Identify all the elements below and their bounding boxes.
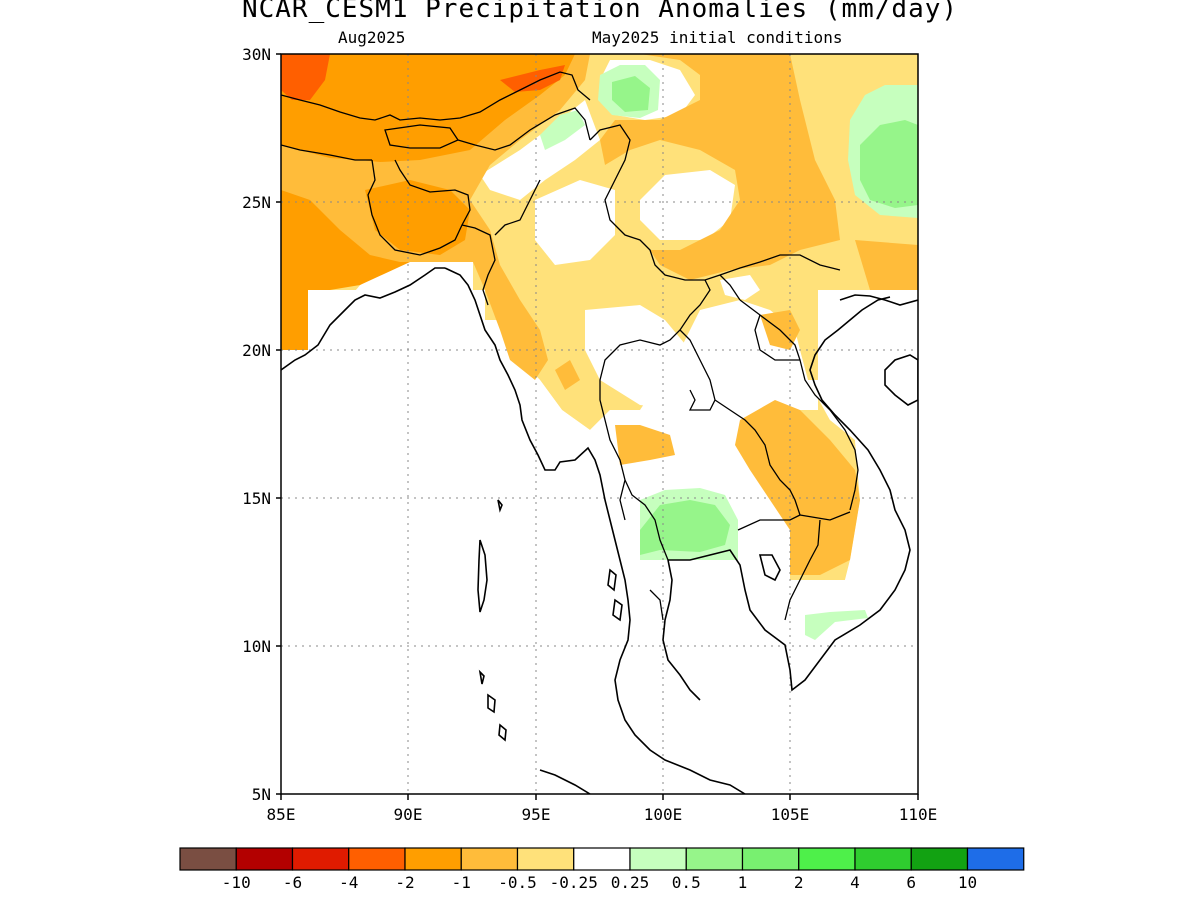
legend-swatch <box>798 847 856 871</box>
island-outline <box>498 723 507 742</box>
legend-label: 2 <box>794 873 804 892</box>
lon-tick-label: 110E <box>899 805 938 824</box>
anomaly-region-dark-orange <box>281 54 330 100</box>
legend-label: 0.5 <box>672 873 701 892</box>
coastline <box>668 296 911 692</box>
lat-tick-label: 20N <box>242 341 271 360</box>
anomaly-region-neutral <box>585 305 690 410</box>
lon-tick-label: 100E <box>644 805 683 824</box>
legend-label: 6 <box>906 873 916 892</box>
legend-swatch <box>966 847 1025 871</box>
island-outline <box>497 499 503 513</box>
country-borders <box>281 71 859 621</box>
anomaly-region-green <box>640 500 730 555</box>
legend-swatch <box>235 847 294 871</box>
anomaly-region-yellow-orange <box>615 425 675 465</box>
color-legend: -10 -6 -4 -2 -1 -0.5 -0.25 0.25 0.5 1 2 4 6 10 <box>179 847 1025 892</box>
island-outline <box>612 598 623 622</box>
coastline <box>281 267 445 371</box>
lon-tick-label: 90E <box>394 805 423 824</box>
coastline <box>662 559 701 701</box>
anomaly-shading <box>281 54 918 794</box>
lat-tick-label: 25N <box>242 193 271 212</box>
lon-tick-label: 85E <box>267 805 296 824</box>
anomaly-region-yellow-orange <box>735 400 860 575</box>
legend-label: 1 <box>738 873 748 892</box>
lon-tick-labels: 85E 90E 95E 100E 105E 110E <box>267 805 938 824</box>
anomaly-region-neutral <box>281 262 845 794</box>
lat-tick-label: 10N <box>242 637 271 656</box>
anomaly-region-dark-orange <box>500 65 565 92</box>
tick-marks <box>276 53 919 800</box>
anomaly-region-yellow-orange <box>600 54 840 280</box>
island-outline <box>607 568 617 592</box>
island-outline <box>478 669 485 685</box>
anomaly-region-yellow-orange <box>855 240 918 290</box>
anomaly-region-orange <box>281 190 410 350</box>
coastline <box>839 294 918 306</box>
legend-label: -1 <box>452 873 471 892</box>
legend-label: -6 <box>283 873 302 892</box>
subtitle-initial-conditions: May2025 initial conditions <box>592 28 843 47</box>
legend-swatch <box>910 847 969 871</box>
plot-frame <box>280 53 919 795</box>
lon-tick-label: 105E <box>771 805 810 824</box>
legend-swatch <box>573 847 631 871</box>
legend-swatch <box>629 847 687 871</box>
lat-tick-label: 30N <box>242 45 271 64</box>
anomaly-region-orange <box>365 180 470 255</box>
page-title: NCAR_CESM1 Precipitation Anomalies (mm/d… <box>241 0 959 24</box>
legend-label: -10 <box>222 873 251 892</box>
legend-label: -0.25 <box>550 873 598 892</box>
anomaly-region-green <box>860 120 918 208</box>
legend-swatch <box>854 847 912 871</box>
legend-swatch <box>348 847 406 871</box>
anomaly-region-neutral <box>720 275 760 300</box>
island-outline <box>477 539 488 613</box>
legend-swatch <box>516 847 575 871</box>
lat-tick-label: 5N <box>252 785 271 804</box>
legend-label: 10 <box>958 873 977 892</box>
legend-label: 4 <box>850 873 860 892</box>
legend-swatch <box>291 847 350 871</box>
legend-swatch <box>685 847 744 871</box>
coastline <box>884 354 918 406</box>
lat-tick-label: 15N <box>242 489 271 508</box>
legend-label: 0.25 <box>611 873 650 892</box>
legend-swatch <box>741 847 800 871</box>
legend-swatch <box>179 847 237 871</box>
lon-tick-label: 95E <box>522 805 551 824</box>
legend-swatch <box>460 847 519 871</box>
coastline <box>539 769 591 794</box>
anomaly-region-light-green <box>540 110 585 150</box>
lat-tick-labels: 30N 25N 20N 15N 10N 5N <box>242 45 271 804</box>
island-outline <box>487 693 496 714</box>
anomaly-region-yellow-orange <box>555 360 580 390</box>
anomaly-region-light-green <box>805 610 868 640</box>
legend-label: -4 <box>339 873 358 892</box>
legend-label: -2 <box>395 873 414 892</box>
anomaly-region-neutral <box>535 180 615 265</box>
subtitle-valid-month: Aug2025 <box>338 28 406 47</box>
coastline <box>444 267 746 794</box>
anomaly-region-green <box>612 76 650 112</box>
legend-label: -0.5 <box>498 873 537 892</box>
legend-swatch <box>404 847 462 871</box>
lake-outline <box>758 554 781 582</box>
anomaly-region-neutral <box>640 170 735 240</box>
coastline-borders <box>281 267 918 794</box>
